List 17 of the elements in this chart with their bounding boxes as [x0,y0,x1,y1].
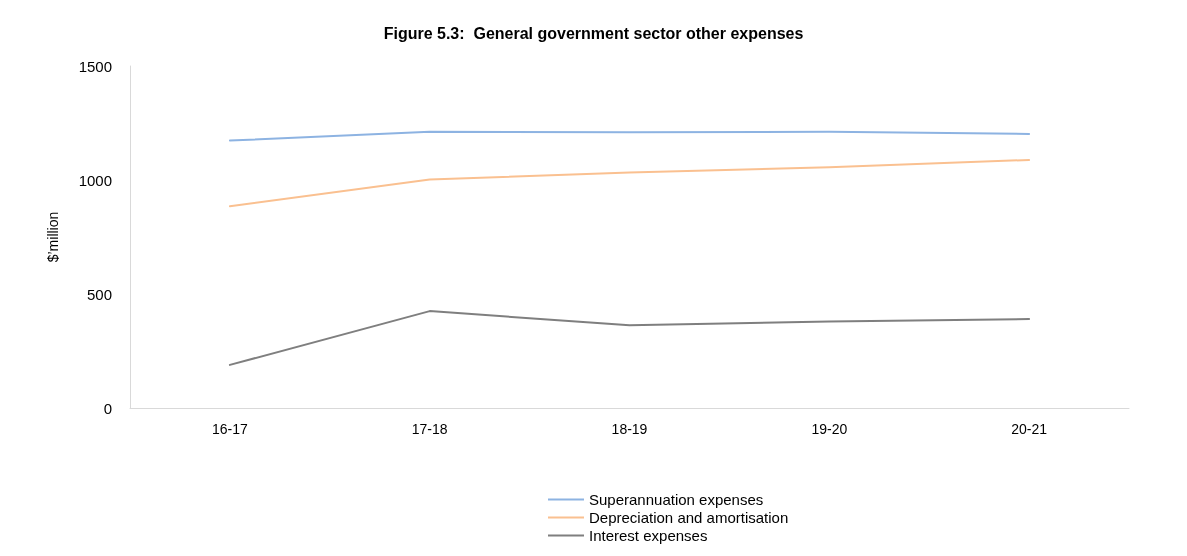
x-tick-label: 16-17 [211,421,249,437]
x-tick-label: 18-19 [611,421,648,437]
y-tick-label: 500 [86,285,112,303]
y-tick-label: 1000 [78,171,112,189]
y-tick-label: 0 [103,399,112,417]
y-tick-label: 1500 [78,57,112,75]
chart-title: Figure 5.3: General government sector other expenses [383,24,804,42]
legend-label: Interest expenses [589,527,708,544]
legend-label: Depreciation and amortisation [589,509,789,526]
legend-label: Superannuation expenses [589,491,764,508]
x-tick-label: 20-21 [1011,421,1048,437]
x-tick-label: 19-20 [811,421,848,437]
line-series [228,130,1031,142]
x-tick-label: 17-18 [411,421,448,437]
line-series [228,310,1031,366]
y-axis-title: $’million [45,211,61,263]
line-series [228,158,1031,208]
